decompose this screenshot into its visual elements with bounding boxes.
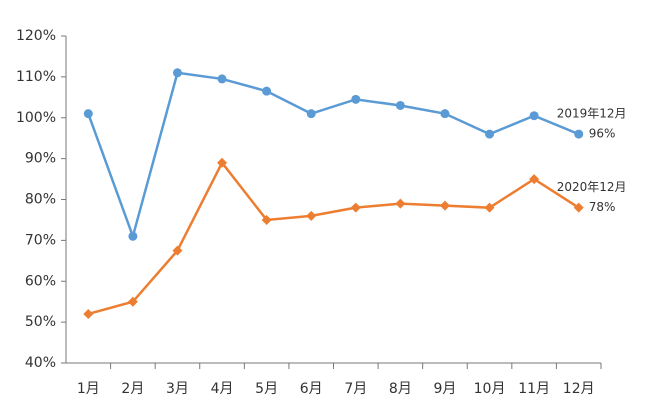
point [172, 245, 183, 256]
y-tick-label: 80% [25, 192, 56, 208]
y-tick-label: 60% [25, 273, 56, 289]
point [127, 296, 138, 307]
point [172, 68, 182, 78]
point [306, 109, 316, 119]
point [484, 202, 495, 213]
y-tick-label: 100% [16, 110, 56, 126]
point [440, 109, 450, 119]
point [83, 308, 94, 319]
point [529, 111, 539, 121]
y-tick-label: 90% [25, 151, 56, 167]
point [351, 94, 361, 104]
point [574, 129, 584, 139]
series-label: 2020年12月 [557, 180, 627, 194]
point [573, 202, 584, 213]
point [306, 210, 317, 221]
y-tick-label: 110% [16, 69, 56, 85]
point [529, 174, 540, 185]
point [128, 231, 138, 241]
y-tick-label: 40% [25, 355, 56, 371]
x-tick-label: 6月 [300, 381, 323, 397]
series-line [87, 160, 580, 316]
point [262, 86, 272, 96]
point [395, 100, 405, 110]
y-tick-label: 70% [25, 232, 56, 248]
x-tick-label: 5月 [255, 381, 278, 397]
x-tick-label: 1月 [77, 381, 100, 397]
value-label: 96% [589, 127, 616, 141]
x-tick-label: 4月 [211, 381, 234, 397]
point [485, 129, 495, 139]
x-tick-label: 8月 [389, 381, 412, 397]
x-tick-label: 12月 [563, 381, 595, 397]
series-label: 2019年12月 [557, 107, 627, 121]
value-label: 78% [589, 200, 616, 214]
point [261, 214, 272, 225]
x-tick-label: 2月 [121, 381, 144, 397]
point [350, 202, 361, 213]
point [439, 200, 450, 211]
y-tick-label: 50% [25, 314, 56, 330]
series-line [87, 71, 580, 241]
point [395, 198, 406, 209]
x-tick-label: 9月 [433, 381, 456, 397]
x-tick-label: 3月 [166, 381, 189, 397]
point [217, 74, 227, 84]
x-tick-label: 7月 [344, 381, 367, 397]
x-tick-label: 10月 [474, 381, 506, 397]
y-tick-label: 120% [16, 28, 56, 44]
x-tick-label: 11月 [518, 381, 550, 397]
point [217, 157, 228, 168]
point [83, 109, 93, 119]
